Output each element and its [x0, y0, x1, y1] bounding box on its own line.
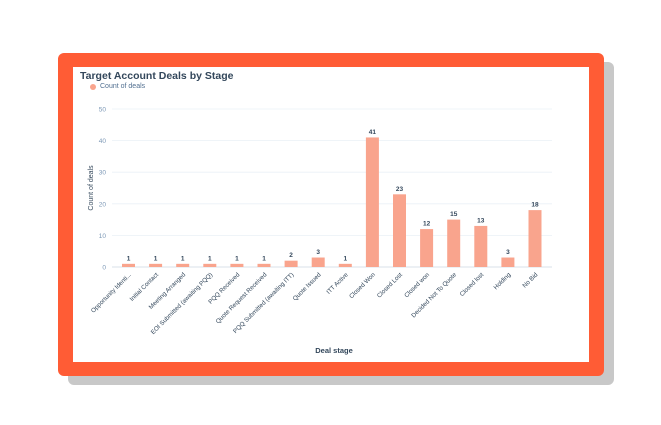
- legend-label: Count of deals: [100, 83, 146, 90]
- x-tick-label: Closed lost: [459, 271, 486, 298]
- x-tick-label: Decided Not To Quote: [410, 271, 458, 319]
- data-label: 1: [208, 255, 212, 262]
- bar[interactable]: [284, 260, 298, 267]
- data-label: 18: [531, 202, 539, 209]
- legend[interactable]: Count of deals: [90, 83, 145, 90]
- data-label: 13: [477, 217, 485, 224]
- y-tick-label: 10: [99, 233, 107, 240]
- data-label: 12: [423, 221, 431, 228]
- bar[interactable]: [230, 263, 244, 267]
- bar[interactable]: [501, 257, 515, 267]
- bar[interactable]: [122, 263, 135, 267]
- y-tick-label: 20: [99, 201, 107, 208]
- bar[interactable]: [420, 229, 434, 267]
- chart-title: Target Account Deals by Stage: [80, 70, 234, 82]
- bar[interactable]: [176, 263, 190, 267]
- data-label: 41: [369, 129, 377, 136]
- x-tick-label: Opportunity Identi...: [90, 271, 133, 314]
- data-label: 3: [316, 249, 320, 256]
- data-label: 1: [262, 255, 266, 262]
- y-tick-label: 50: [99, 107, 107, 114]
- bar[interactable]: [149, 263, 163, 267]
- data-label: 1: [235, 255, 239, 262]
- x-tick-label: Closed won: [403, 271, 431, 299]
- y-tick-label: 40: [99, 138, 107, 145]
- x-tick-label: Closed Won: [348, 271, 377, 300]
- x-tick-label: Quote Issued: [292, 271, 323, 302]
- y-tick-label: 30: [99, 170, 107, 177]
- data-label: 1: [343, 255, 347, 262]
- legend-swatch: [90, 83, 96, 90]
- x-axis-label: Deal stage: [315, 346, 353, 355]
- x-tick-label: Holding: [493, 271, 513, 291]
- x-tick-label: Closed Lost: [376, 271, 404, 299]
- data-label: 2: [289, 252, 293, 259]
- bar[interactable]: [311, 257, 325, 267]
- bar[interactable]: [474, 225, 488, 267]
- data-label: 3: [506, 249, 510, 256]
- bar[interactable]: [393, 194, 406, 267]
- x-tick-label: Quote Request Received: [215, 271, 269, 325]
- bar[interactable]: [203, 263, 217, 267]
- data-label: 15: [450, 211, 458, 218]
- data-label: 1: [154, 255, 158, 262]
- bar[interactable]: [338, 263, 352, 267]
- bar[interactable]: [257, 263, 271, 267]
- y-axis-label: Count of deals: [88, 165, 95, 211]
- chart-card: [73, 67, 589, 362]
- data-label: 1: [181, 255, 185, 262]
- bar[interactable]: [528, 210, 542, 267]
- data-label: 1: [127, 255, 131, 262]
- bar[interactable]: [365, 137, 379, 267]
- y-tick-label: 0: [102, 265, 106, 272]
- x-tick-label: ITT Active: [325, 271, 350, 296]
- bar[interactable]: [447, 219, 461, 267]
- x-tick-label: No Bid: [521, 271, 539, 289]
- data-label: 23: [396, 186, 404, 193]
